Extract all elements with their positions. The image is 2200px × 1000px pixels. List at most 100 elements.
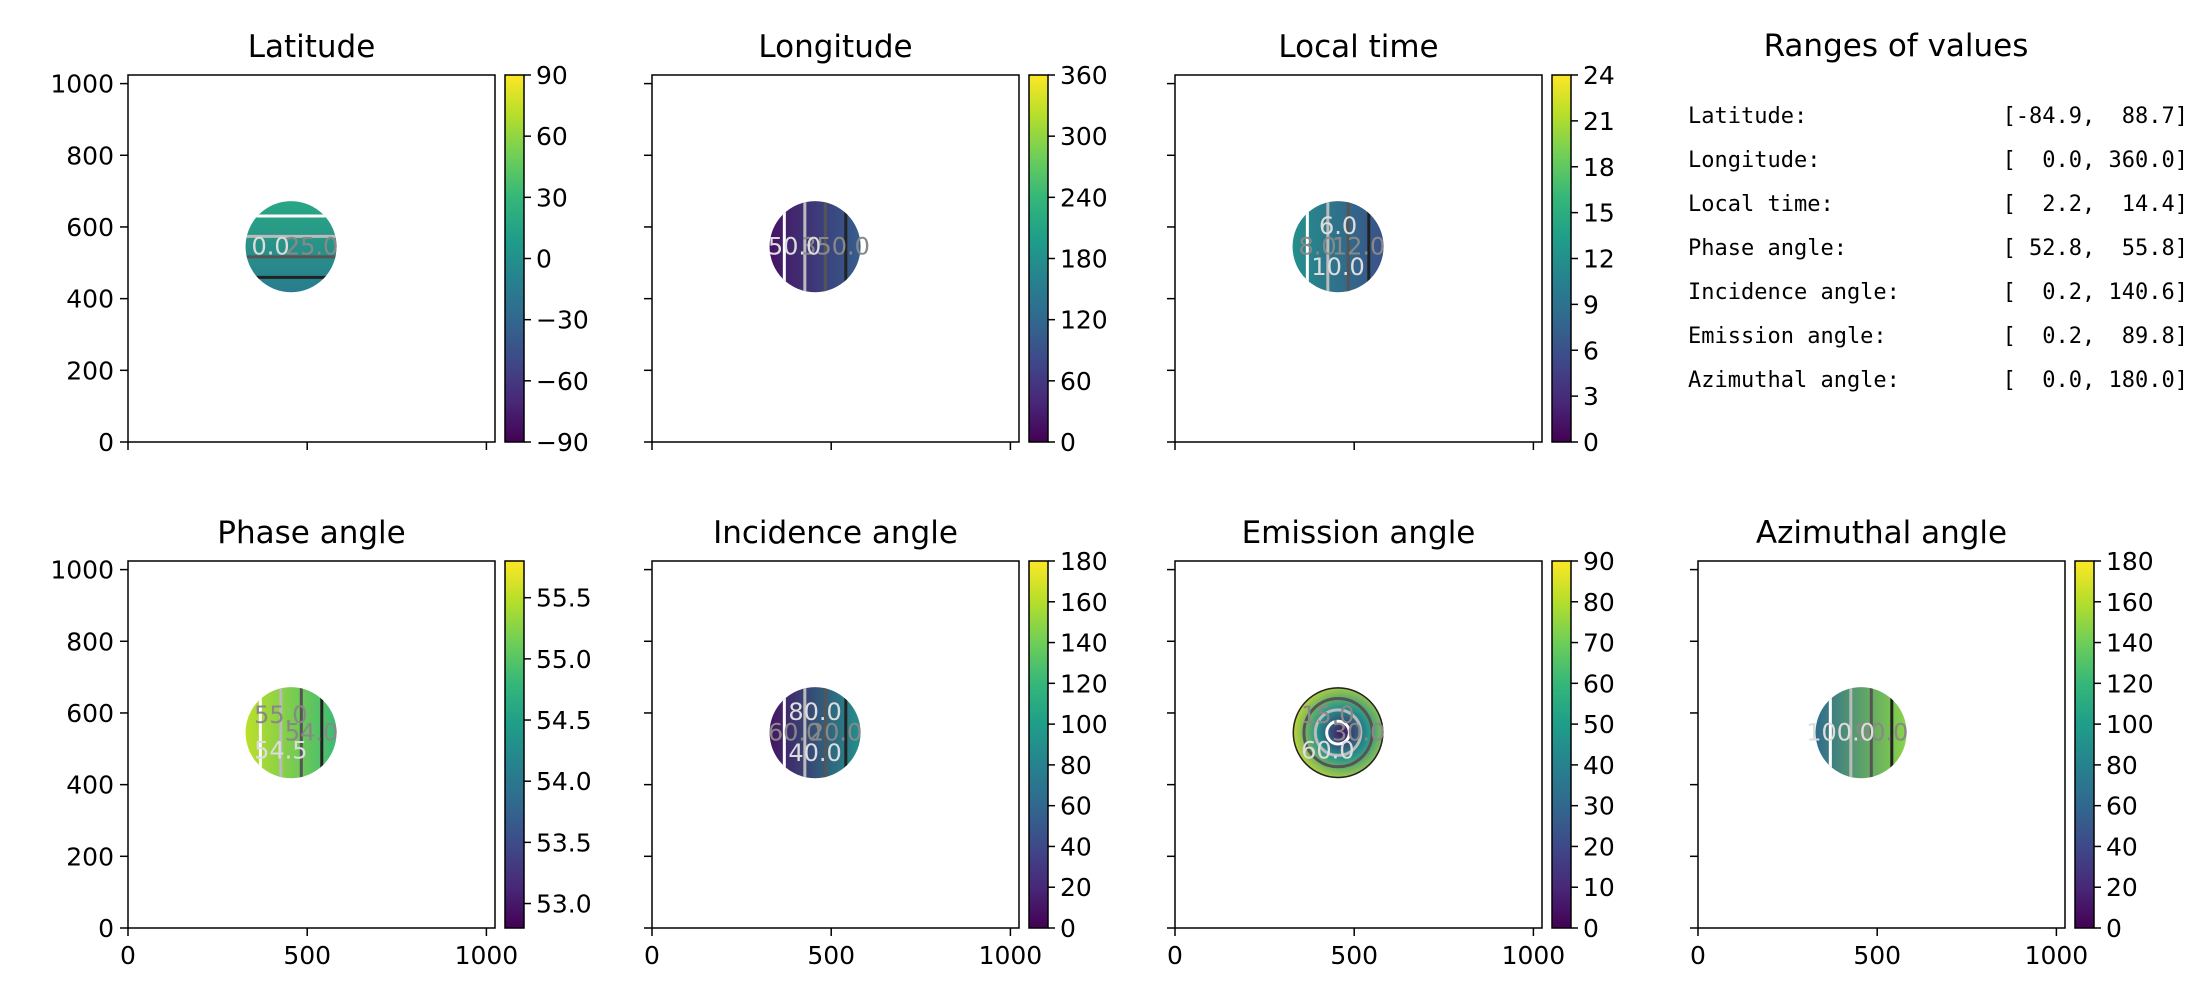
colorbar-tick-label: 15	[1583, 199, 1615, 228]
contour-label: 50.0	[768, 233, 821, 261]
x-tick-label: 0	[1167, 941, 1183, 970]
contour-label: 60.0	[768, 719, 821, 747]
colorbar-tick-label: 21	[1583, 107, 1615, 136]
contour-label: 15.0	[1301, 701, 1354, 729]
range-value: [ 0.0, 360.0]	[2002, 148, 2188, 173]
colorbar-tick-label: 55.0	[536, 645, 592, 674]
contour-lines	[1828, 687, 1894, 779]
contour-label: 55.0	[254, 701, 307, 729]
contour-label: 6.0	[1319, 212, 1357, 240]
colorbar-tick-label: 18	[1583, 153, 1615, 182]
colorbar-tick-label: 53.5	[536, 828, 592, 857]
contour-lines	[258, 687, 324, 779]
axes-frame	[127, 74, 496, 443]
colorbar-tick-label: 140	[2106, 629, 2154, 658]
colorbar-tick-label: 50	[1583, 710, 1615, 739]
y-tick-label: 1000	[50, 556, 114, 585]
range-row: Phase angle: [ 52.8, 55.8]	[1688, 236, 2188, 280]
range-label: Incidence angle:	[1688, 280, 1900, 305]
contour-label: 0.0	[252, 233, 290, 261]
y-tick-label: 200	[66, 842, 114, 871]
y-tick-label: 800	[66, 141, 114, 170]
contour-lines	[782, 201, 848, 293]
contour-line	[1325, 719, 1351, 746]
colorbar-tick-label: 55.5	[536, 584, 592, 613]
panel-title: Longitude	[758, 29, 912, 65]
range-value: [ 0.0, 180.0]	[2002, 368, 2188, 393]
colorbar-tick-label: 120	[2106, 669, 2154, 698]
y-tick-label: 200	[66, 356, 114, 385]
colorbar-tick-label: 240	[1060, 183, 1108, 212]
ranges-table: Latitude: [-84.9, 88.7] Longitude: [ 0.0, 3…	[1688, 104, 2188, 412]
contour-line	[1302, 697, 1374, 769]
colorbar-tick-label: 120	[1060, 669, 1108, 698]
range-label: Latitude:	[1688, 104, 1808, 129]
colorbar-tick-label: −90	[536, 428, 589, 457]
colorbar-tick-label: 54.0	[536, 767, 592, 796]
colorbar-tick-label: 60	[1060, 367, 1092, 396]
colorbar-tick-label: 360	[1060, 61, 1108, 90]
range-value: [ 0.2, 89.8]	[2002, 324, 2188, 349]
panel-title: Latitude	[248, 29, 376, 65]
contour-label: 12.0	[1332, 233, 1385, 261]
range-row: Local time: [ 2.2, 14.4]	[1688, 192, 2188, 236]
colorbar-tick-label: 30	[1583, 792, 1615, 821]
y-tick-label: 1000	[50, 70, 114, 99]
panel-title: Emission angle	[1242, 515, 1476, 551]
range-row: Longitude: [ 0.0, 360.0]	[1688, 148, 2188, 192]
axes-frame	[127, 560, 496, 929]
range-row: Incidence angle: [ 0.2, 140.6]	[1688, 280, 2188, 324]
planet-disk	[1815, 687, 1907, 779]
panel-title: Azimuthal angle	[1756, 515, 2007, 551]
colorbar-tick-label: −60	[536, 367, 589, 396]
ranges-title: Ranges of values	[1764, 28, 2029, 64]
contour-lines	[782, 687, 848, 779]
planet-disk	[1292, 201, 1384, 293]
contour-label: 90.0	[1855, 719, 1908, 747]
contour-label: 30.0	[1332, 719, 1385, 747]
planet-disk	[245, 687, 337, 779]
x-tick-label: 500	[283, 941, 331, 970]
contour-label: 10.0	[1311, 253, 1364, 281]
colorbar-tick-label: 80	[2106, 751, 2138, 780]
x-tick-label: 500	[807, 941, 855, 970]
contour-label: 25.0	[285, 233, 338, 261]
contour-label: 350.0	[801, 233, 870, 261]
colorbar-tick-label: 10	[1583, 873, 1615, 902]
range-label: Emission angle:	[1688, 324, 1887, 349]
y-tick-label: 600	[66, 213, 114, 242]
colorbar-tick-label: 300	[1060, 122, 1108, 151]
contour-lines	[1305, 201, 1371, 293]
x-tick-label: 0	[1690, 941, 1706, 970]
y-tick-label: 800	[66, 627, 114, 656]
colorbar-tick-label: 70	[1583, 629, 1615, 658]
colorbar-tick-label: 30	[536, 183, 568, 212]
panel-latitude: Latitude 25.00.0 0 200 400 600 800 1000 90 60 30 0 −…	[50, 29, 588, 457]
colorbar	[1551, 74, 1572, 443]
contour-label: 8.0	[1299, 233, 1337, 261]
range-label: Local time:	[1688, 192, 1834, 217]
colorbar	[1551, 560, 1572, 929]
contour-label: 20.0	[809, 719, 862, 747]
y-tick-label: 400	[66, 771, 114, 800]
colorbar-tick-label: 80	[1060, 751, 1092, 780]
colorbar-tick-label: 90	[1583, 547, 1615, 576]
colorbar-tick-label: 20	[1060, 873, 1092, 902]
range-label: Azimuthal angle:	[1688, 368, 1900, 393]
planet-disk	[769, 687, 861, 779]
colorbar-tick-label: 120	[1060, 306, 1108, 335]
colorbar-tick-label: 180	[1060, 547, 1108, 576]
colorbar-tick-label: 12	[1583, 245, 1615, 274]
planet-disk	[769, 201, 861, 293]
colorbar-tick-label: 60	[2106, 792, 2138, 821]
colorbar-tick-label: 160	[1060, 588, 1108, 617]
contour-label: 54.0	[285, 719, 338, 747]
axes-frame	[1174, 74, 1543, 443]
colorbar-tick-label: 53.0	[536, 890, 592, 919]
range-row: Latitude: [-84.9, 88.7]	[1688, 104, 2188, 148]
axes-frame	[651, 74, 1020, 443]
